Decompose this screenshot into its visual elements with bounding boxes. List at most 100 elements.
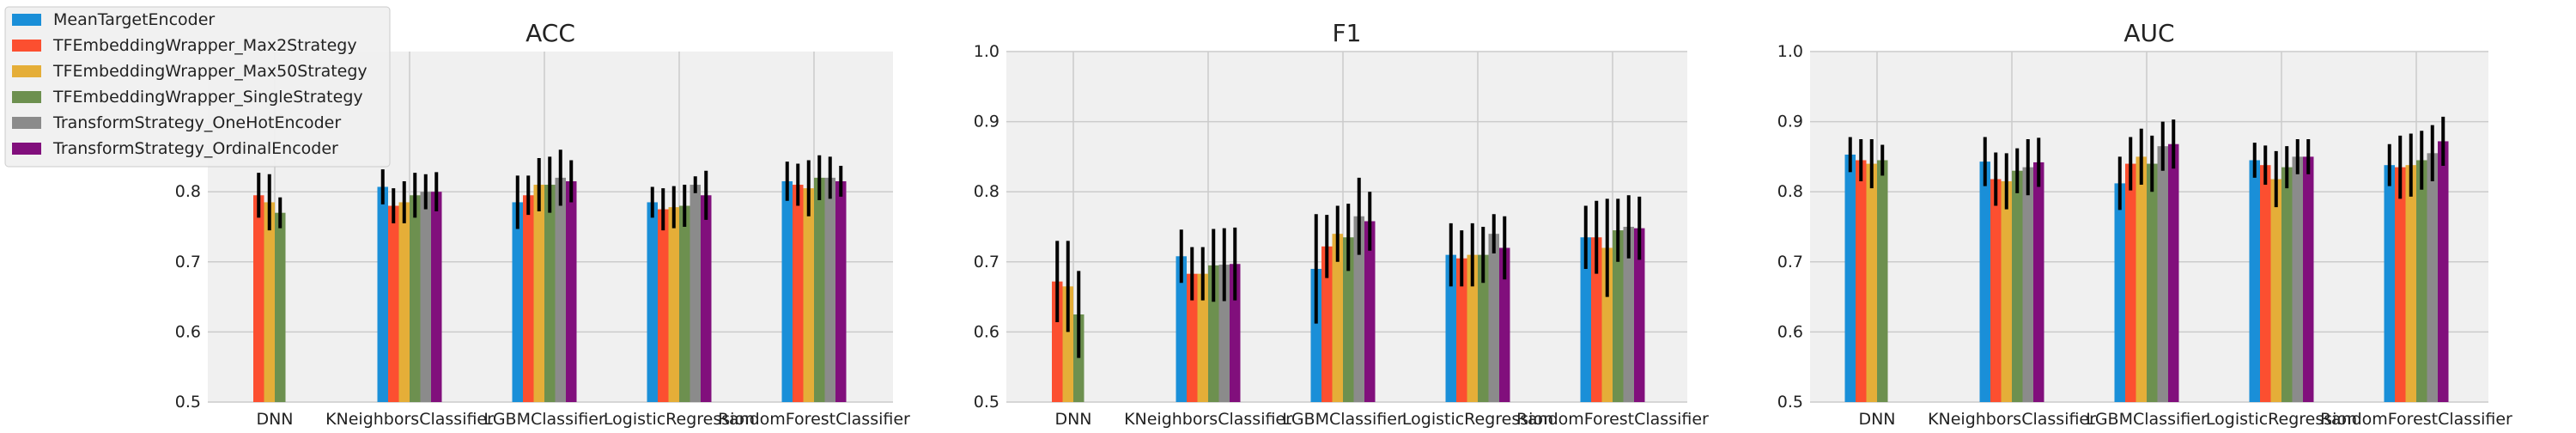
bar xyxy=(2012,170,2023,402)
x-tick-label: KNeighborsClassifier xyxy=(1124,410,1292,429)
bar xyxy=(2395,167,2406,402)
bar xyxy=(2405,165,2416,402)
legend-label: TFEmbeddingWrapper_Max2Strategy xyxy=(52,36,357,55)
bar xyxy=(1866,163,1877,402)
x-tick-label: LGBMClassifier xyxy=(2086,410,2208,429)
y-tick-label: 1.0 xyxy=(1777,42,1803,61)
bar xyxy=(1208,265,1219,402)
legend-swatch xyxy=(12,65,41,77)
bar xyxy=(431,192,442,402)
bar xyxy=(2281,167,2293,402)
chart-title: F1 xyxy=(1333,19,1362,47)
x-tick-label: KNeighborsClassifier xyxy=(1928,410,2096,429)
bar xyxy=(690,185,701,402)
bar xyxy=(1990,179,2002,402)
bar xyxy=(668,207,679,402)
bar xyxy=(1353,216,1364,402)
bar xyxy=(814,177,825,402)
bar xyxy=(1062,286,1073,402)
bar xyxy=(2125,163,2136,402)
y-tick-label: 0.9 xyxy=(1777,113,1803,131)
bar xyxy=(679,205,690,402)
bar xyxy=(1332,234,1343,402)
y-tick-label: 0.8 xyxy=(175,182,201,201)
x-tick-label: RandomForestClassifier xyxy=(718,410,910,429)
bar xyxy=(2147,163,2158,402)
bar xyxy=(2001,180,2012,402)
bar xyxy=(824,177,835,402)
bar xyxy=(1623,227,1634,402)
chart-panel-auc: 0.5 0.6 0.7 0.8 0.9 1.0 DNN KNeighborsClassifie… xyxy=(1777,19,2512,429)
y-tick-label: 0.6 xyxy=(974,322,999,341)
bar xyxy=(2303,156,2314,402)
y-tick-label: 0.7 xyxy=(1777,253,1803,271)
y-tick-label: 0.7 xyxy=(175,253,201,271)
y-tick-label: 0.5 xyxy=(1777,393,1803,412)
bar xyxy=(1456,258,1467,402)
bar xyxy=(1343,237,1354,402)
chart-panel-f1: 0.5 0.6 0.7 0.8 0.9 1.0 DNN KNeighborsClassifie… xyxy=(974,19,1709,429)
chart-title: AUC xyxy=(2123,19,2174,47)
bar xyxy=(523,195,534,402)
x-tick-label: LGBMClassifier xyxy=(483,410,605,429)
legend-swatch xyxy=(12,143,41,155)
bar xyxy=(1979,162,1990,402)
legend-label: TFEmbeddingWrapper_SingleStrategy xyxy=(52,88,363,107)
y-tick-label: 0.5 xyxy=(974,393,999,412)
bar xyxy=(544,185,556,402)
bar xyxy=(647,202,658,402)
bar xyxy=(1877,160,1888,403)
bar xyxy=(793,185,804,402)
bar xyxy=(2438,141,2449,402)
y-tick-label: 0.8 xyxy=(1777,182,1803,201)
bar xyxy=(1364,221,1376,402)
y-tick-label: 0.5 xyxy=(175,393,201,412)
bar xyxy=(410,195,421,402)
bar xyxy=(253,195,264,402)
bar xyxy=(1310,268,1321,402)
bar xyxy=(1478,254,1489,402)
bar xyxy=(275,212,286,402)
bar xyxy=(555,177,566,402)
chart-panel-acc: 0.5 0.6 0.7 0.8 DNN KNeighborsClassifierLGBMC… xyxy=(175,19,910,429)
bar xyxy=(2168,143,2179,402)
bar xyxy=(1176,256,1187,402)
legend-swatch xyxy=(12,14,41,26)
y-tick-label: 0.9 xyxy=(974,113,999,131)
bar xyxy=(1613,230,1624,402)
bar xyxy=(1601,247,1613,402)
y-tick-label: 0.7 xyxy=(974,253,999,271)
bar xyxy=(1467,254,1478,402)
bar xyxy=(1052,281,1063,402)
y-tick-label: 0.6 xyxy=(175,322,201,341)
x-tick-label: LogisticRegression xyxy=(604,410,755,429)
bar xyxy=(1634,228,1645,402)
bar xyxy=(2384,165,2395,402)
bar xyxy=(398,202,410,402)
y-tick-label: 0.6 xyxy=(1777,322,1803,341)
legend-label: MeanTargetEncoder xyxy=(53,10,215,29)
y-tick-label: 1.0 xyxy=(974,42,999,61)
bar xyxy=(1445,254,1456,402)
bar xyxy=(512,202,523,402)
x-tick-label: RandomForestClassifier xyxy=(2320,410,2512,429)
bar xyxy=(2416,160,2427,403)
bar xyxy=(377,186,388,402)
bar xyxy=(658,209,669,402)
legend-label: TransformStrategy_OneHotEncoder xyxy=(52,113,341,132)
bar xyxy=(2157,146,2168,402)
legend: MeanTargetEncoder TFEmbeddingWrapper_Max2… xyxy=(4,6,391,168)
bar xyxy=(2260,165,2271,402)
bar xyxy=(2022,167,2033,402)
bar xyxy=(1844,154,1856,402)
bar xyxy=(2427,153,2438,402)
chart-title: ACC xyxy=(526,19,575,47)
x-tick-label: DNN xyxy=(1858,410,1895,429)
x-tick-label: DNN xyxy=(256,410,293,429)
bar xyxy=(1488,234,1499,402)
bar xyxy=(2270,179,2281,402)
bar xyxy=(1591,237,1602,402)
bar xyxy=(1218,265,1230,402)
